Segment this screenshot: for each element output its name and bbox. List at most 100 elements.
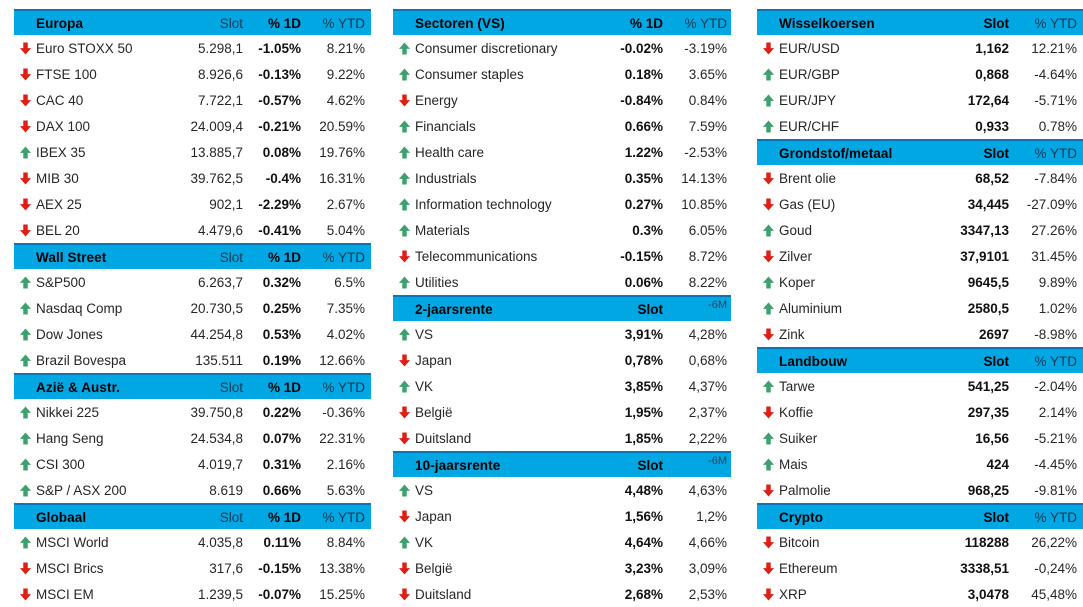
table-row[interactable]: DAX 100 24.009,4 -0.21% 20.59% [14, 113, 371, 139]
value-cell: -4.64% [1034, 66, 1077, 82]
table-row[interactable]: XRP 3,0478 45,48% [757, 581, 1083, 607]
instrument-name: Zilver [779, 248, 812, 264]
instrument-name: MSCI EM [36, 586, 94, 602]
table-row[interactable]: België 1,95% 2,37% [393, 399, 731, 425]
table-row[interactable]: Consumer staples 0.18% 3.65% [393, 61, 731, 87]
table-row[interactable]: Nikkei 225 39.750,8 0.22% -0.36% [14, 399, 371, 425]
table-row[interactable]: Koper 9645,5 9.89% [757, 269, 1083, 295]
up-arrow-icon [14, 536, 36, 549]
value-cell: 1.02% [1038, 300, 1077, 316]
section-header: Landbouw Slot % YTD [757, 347, 1083, 373]
table-row[interactable]: EUR/GBP 0,868 -4.64% [757, 61, 1083, 87]
table-row[interactable]: Duitsland 1,85% 2,22% [393, 425, 731, 451]
up-arrow-icon [14, 302, 36, 315]
value-cell: -27.09% [1026, 196, 1077, 212]
table-row[interactable]: CSI 300 4.019,7 0.31% 2.16% [14, 451, 371, 477]
table-row[interactable]: Utilities 0.06% 8.22% [393, 269, 731, 295]
table-row[interactable]: EUR/JPY 172,64 -5.71% [757, 87, 1083, 113]
up-arrow-icon [393, 224, 415, 237]
value-cell: 902,1 [209, 196, 243, 212]
table-row[interactable]: Suiker 16,56 -5.21% [757, 425, 1083, 451]
value-cell: 0.11% [263, 534, 301, 550]
instrument-name: Aluminium [779, 300, 843, 316]
table-row[interactable]: Goud 3347,13 27.26% [757, 217, 1083, 243]
value-cell: 1.22% [624, 144, 663, 160]
value-cell: 5.04% [326, 222, 365, 238]
table-row[interactable]: MSCI EM 1.239,5 -0.07% 15.25% [14, 581, 371, 607]
instrument-name: België [415, 404, 453, 420]
table-row[interactable]: S&P500 6.263,7 0.32% 6.5% [14, 269, 371, 295]
table-row[interactable]: IBEX 35 13.885,7 0.08% 19.76% [14, 139, 371, 165]
value-cell: 15.25% [319, 586, 365, 602]
table-row[interactable]: MSCI Brics 317,6 -0.15% 13.38% [14, 555, 371, 581]
value-cell: 8.926,6 [197, 66, 243, 82]
down-arrow-icon [757, 328, 779, 341]
table-row[interactable]: Mais 424 -4.45% [757, 451, 1083, 477]
value-cell: 118288 [964, 534, 1009, 550]
value-cell: 0.78% [1038, 118, 1077, 134]
table-row[interactable]: VK 3,85% 4,37% [393, 373, 731, 399]
down-arrow-icon [393, 406, 415, 419]
table-row[interactable]: VK 4,64% 4,66% [393, 529, 731, 555]
table-row[interactable]: MSCI World 4.035,8 0.11% 8.84% [14, 529, 371, 555]
table-row[interactable]: Euro STOXX 50 5.298,1 -1.05% 8.21% [14, 35, 371, 61]
table-row[interactable]: VS 3,91% 4,28% [393, 321, 731, 347]
value-cell: 4.035,8 [197, 534, 243, 550]
table-row[interactable]: Japan 0,78% 0,68% [393, 347, 731, 373]
value-cell: 12.21% [1031, 40, 1077, 56]
table-row[interactable]: Energy -0.84% 0.84% [393, 87, 731, 113]
value-cell: 68,52 [975, 170, 1009, 186]
table-row[interactable]: Zilver 37,9101 31.45% [757, 243, 1083, 269]
value-cell: 3,0478 [967, 586, 1009, 602]
table-row[interactable]: Consumer discretionary -0.02% -3.19% [393, 35, 731, 61]
table-row[interactable]: Tarwe 541,25 -2.04% [757, 373, 1083, 399]
value-cell: 20.730,5 [190, 300, 243, 316]
table-row[interactable]: Japan 1,56% 1,2% [393, 503, 731, 529]
table-row[interactable]: Telecommunications -0.15% 8.72% [393, 243, 731, 269]
instrument-name: EUR/JPY [779, 92, 837, 108]
table-row[interactable]: S&P / ASX 200 8.619 0.66% 5.63% [14, 477, 371, 503]
column-header: Slot [983, 509, 1010, 525]
value-cell: 0.3% [632, 222, 663, 238]
table-row[interactable]: Palmolie 968,25 -9.81% [757, 477, 1083, 503]
instrument-name: MSCI Brics [36, 560, 104, 576]
table-row[interactable]: Bitcoin 118288 26,22% [757, 529, 1083, 555]
table-row[interactable]: BEL 20 4.479,6 -0.41% 5.04% [14, 217, 371, 243]
value-cell: -0.15% [258, 560, 301, 576]
table-row[interactable]: Aluminium 2580,5 1.02% [757, 295, 1083, 321]
table-row[interactable]: AEX 25 902,1 -2.29% 2.67% [14, 191, 371, 217]
table-row[interactable]: Ethereum 3338,51 -0,24% [757, 555, 1083, 581]
table-row[interactable]: FTSE 100 8.926,6 -0.13% 9.22% [14, 61, 371, 87]
panel-indices: Europa Slot% 1D% YTD Euro STOXX 50 5.298,1-… [14, 9, 371, 607]
section-header: Crypto Slot % YTD [757, 503, 1083, 529]
table-row[interactable]: Brazil Bovespa 135.511 0.19% 12.66% [14, 347, 371, 373]
table-row[interactable]: Industrials 0.35% 14.13% [393, 165, 731, 191]
section-header: Sectoren (VS) % 1D % YTD [393, 9, 731, 35]
table-row[interactable]: Duitsland 2,68% 2,53% [393, 581, 731, 607]
table-row[interactable]: MIB 30 39.762,5 -0.4% 16.31% [14, 165, 371, 191]
table-row[interactable]: Nasdaq Comp 20.730,5 0.25% 7.35% [14, 295, 371, 321]
table-row[interactable]: Financials 0.66% 7.59% [393, 113, 731, 139]
down-arrow-icon [757, 42, 779, 55]
table-row[interactable]: Hang Seng 24.534,8 0.07% 22.31% [14, 425, 371, 451]
table-row[interactable]: EUR/USD 1,162 12.21% [757, 35, 1083, 61]
value-cell: 541,25 [967, 378, 1009, 394]
column-header: Slot [637, 301, 664, 317]
table-row[interactable]: Materials 0.3% 6.05% [393, 217, 731, 243]
table-row[interactable]: Zink 2697 -8.98% [757, 321, 1083, 347]
table-row[interactable]: CAC 40 7.722,1 -0.57% 4.62% [14, 87, 371, 113]
value-cell: 2,53% [688, 586, 727, 602]
value-cell: 0.22% [262, 404, 301, 420]
value-cell: 1,162 [975, 40, 1009, 56]
table-row[interactable]: Koffie 297,35 2.14% [757, 399, 1083, 425]
value-cell: 6.05% [688, 222, 727, 238]
section-header: Wisselkoersen Slot % YTD [757, 9, 1083, 35]
table-row[interactable]: Brent olie 68,52 -7.84% [757, 165, 1083, 191]
table-row[interactable]: EUR/CHF 0,933 0.78% [757, 113, 1083, 139]
table-row[interactable]: Dow Jones 44.254,8 0.53% 4.02% [14, 321, 371, 347]
table-row[interactable]: België 3,23% 3,09% [393, 555, 731, 581]
table-row[interactable]: Information technology 0.27% 10.85% [393, 191, 731, 217]
table-row[interactable]: Gas (EU) 34,445 -27.09% [757, 191, 1083, 217]
table-row[interactable]: VS 4,48% 4,63% [393, 477, 731, 503]
table-row[interactable]: Health care 1.22% -2.53% [393, 139, 731, 165]
